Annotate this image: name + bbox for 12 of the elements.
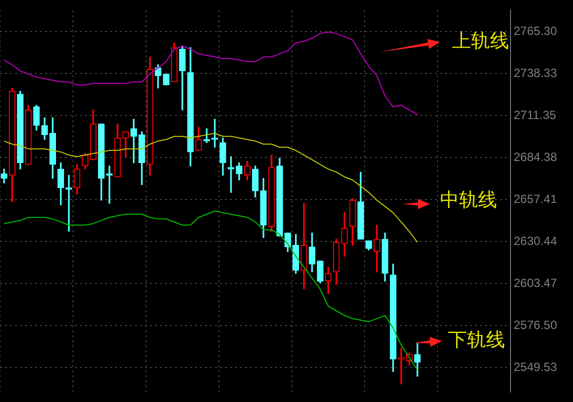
y-tick-label: 2630.44 [514,234,558,248]
annotation: 上轨线 [452,29,509,54]
y-tick-label: 2549.53 [514,360,558,374]
y-tick-label: 2738.33 [514,66,558,80]
y-tick-label: 2711.35 [514,108,556,122]
y-tick-label: 2657.41 [514,192,558,206]
annotation: 下轨线 [448,328,505,353]
y-tick-label: 2576.50 [514,318,558,332]
y-tick-label: 2684.38 [514,150,558,164]
y-tick-label: 2603.47 [514,276,558,290]
annotation: 中轨线 [440,188,497,213]
y-tick-label: 2765.30 [514,24,558,38]
